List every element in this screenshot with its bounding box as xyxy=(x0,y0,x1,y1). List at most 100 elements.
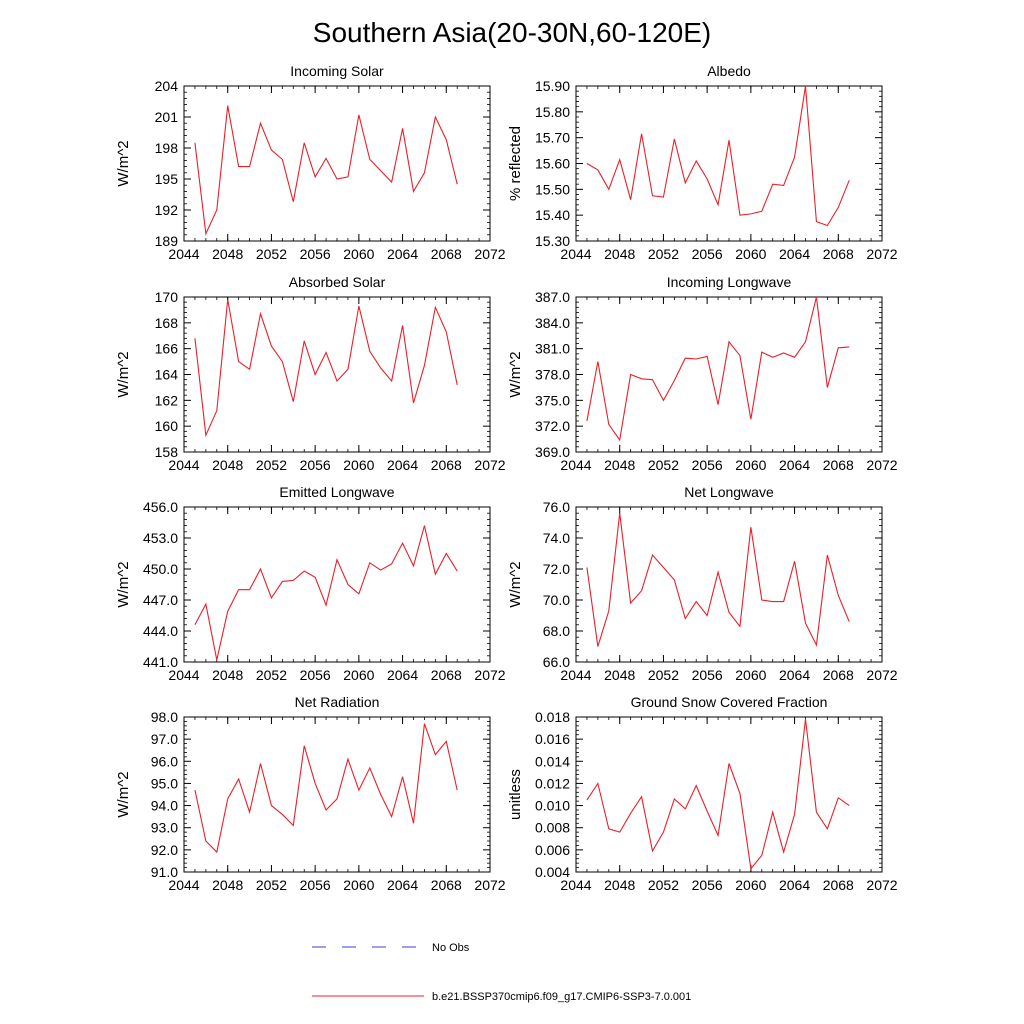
plot-frame xyxy=(183,506,491,663)
x-tick-label: 2048 xyxy=(604,667,635,683)
y-tick-label: 76.0 xyxy=(543,499,570,515)
y-tick-label: 95.0 xyxy=(151,775,178,791)
x-tick-label: 2064 xyxy=(779,877,810,893)
x-tick-label: 2044 xyxy=(560,667,591,683)
x-tick-label: 2068 xyxy=(823,457,854,473)
plot-frame xyxy=(183,296,491,453)
x-tick-label: 2048 xyxy=(604,877,635,893)
y-axis-label: % reflected xyxy=(507,126,524,201)
x-tick-label: 2068 xyxy=(823,667,854,683)
x-tick-label: 2052 xyxy=(256,457,287,473)
panel-5: Emitted Longwave W/m^2 2044 2048 2052 2056 206… xyxy=(115,484,506,683)
y-tick-label: 68.0 xyxy=(543,623,570,639)
y-axis-label: W/m^2 xyxy=(507,561,524,607)
series-line xyxy=(194,723,458,854)
y-tick-label: 0.014 xyxy=(535,753,570,769)
x-tick-label: 2072 xyxy=(866,667,897,683)
y-tick-label: 450.0 xyxy=(143,561,178,577)
x-tick-label: 2056 xyxy=(692,457,723,473)
x-tick-label: 2056 xyxy=(300,667,331,683)
x-tick-label: 2072 xyxy=(474,667,505,683)
x-tick-label: 2072 xyxy=(866,246,897,262)
x-tick-label: 2064 xyxy=(779,246,810,262)
x-tick-label: 2064 xyxy=(779,457,810,473)
y-tick-label: 0.004 xyxy=(535,864,570,880)
y-axis-label: W/m^2 xyxy=(115,351,132,397)
y-tick-label: 15.30 xyxy=(535,233,570,249)
y-tick-label: 0.016 xyxy=(535,731,570,747)
y-tick-label: 160 xyxy=(155,418,179,434)
y-tick-label: 384.0 xyxy=(535,315,570,331)
y-tick-label: 378.0 xyxy=(535,367,570,383)
y-tick-label: 72.0 xyxy=(543,561,570,577)
y-tick-label: 96.0 xyxy=(151,753,178,769)
panel-4: Incoming Longwave W/m^2 2044 2048 2052 2056 20… xyxy=(507,274,898,473)
y-tick-label: 0.012 xyxy=(535,775,570,791)
x-tick-label: 2052 xyxy=(648,667,679,683)
panel-3: Absorbed Solar W/m^2 2044 2048 2052 2056 2060 2… xyxy=(115,274,506,473)
series-line xyxy=(586,296,850,442)
y-tick-label: 170 xyxy=(155,289,179,305)
y-tick-label: 387.0 xyxy=(535,289,570,305)
x-tick-label: 2052 xyxy=(256,667,287,683)
y-tick-label: 94.0 xyxy=(151,798,178,814)
x-tick-label: 2064 xyxy=(387,877,418,893)
x-tick-label: 2052 xyxy=(648,877,679,893)
x-tick-label: 2044 xyxy=(168,457,199,473)
plot-frame xyxy=(575,85,883,242)
y-tick-label: 15.90 xyxy=(535,78,570,94)
series-line xyxy=(586,85,850,227)
y-tick-label: 444.0 xyxy=(143,623,178,639)
y-tick-label: 441.0 xyxy=(143,654,178,670)
y-tick-label: 15.40 xyxy=(535,207,570,223)
x-tick-label: 2060 xyxy=(343,246,374,262)
x-tick-label: 2068 xyxy=(431,457,462,473)
panel-title: Ground Snow Covered Fraction xyxy=(631,694,828,710)
x-tick-label: 2044 xyxy=(168,667,199,683)
y-tick-label: 166 xyxy=(155,341,179,357)
series-line xyxy=(194,525,458,661)
y-tick-label: 0.008 xyxy=(535,820,570,836)
x-tick-label: 2056 xyxy=(692,877,723,893)
x-tick-label: 2052 xyxy=(256,877,287,893)
y-tick-label: 91.0 xyxy=(151,864,178,880)
figure-title: Southern Asia(20-30N,60-120E) xyxy=(313,17,711,48)
y-tick-label: 158 xyxy=(155,444,179,460)
x-tick-label: 2064 xyxy=(387,246,418,262)
legend-entry: No Obs xyxy=(312,942,470,954)
chart-panels: Incoming Solar W/m^2 2044 2048 2052 2056 2060 2… xyxy=(115,63,898,893)
x-tick-label: 2060 xyxy=(735,877,766,893)
x-tick-label: 2056 xyxy=(300,457,331,473)
y-tick-label: 0.010 xyxy=(535,798,570,814)
y-tick-label: 92.0 xyxy=(151,842,178,858)
plot-frame xyxy=(183,716,491,873)
y-axis-label: W/m^2 xyxy=(115,561,132,607)
x-tick-label: 2060 xyxy=(343,667,374,683)
legend-label: b.e21.BSSP370cmip6.f09_g17.CMIP6-SSP3-7.… xyxy=(432,991,691,1003)
y-tick-label: 201 xyxy=(155,109,179,125)
x-tick-label: 2048 xyxy=(212,877,243,893)
x-tick-label: 2056 xyxy=(692,246,723,262)
y-tick-label: 74.0 xyxy=(543,530,570,546)
x-tick-label: 2052 xyxy=(648,457,679,473)
panel-title: Albedo xyxy=(707,63,751,79)
x-tick-label: 2060 xyxy=(735,457,766,473)
panel-title: Net Longwave xyxy=(684,484,774,500)
x-tick-label: 2048 xyxy=(604,246,635,262)
plot-frame xyxy=(575,296,883,453)
y-tick-label: 456.0 xyxy=(143,499,178,515)
y-tick-label: 164 xyxy=(155,367,179,383)
y-tick-label: 0.018 xyxy=(535,709,570,725)
y-tick-label: 98.0 xyxy=(151,709,178,725)
panel-2: Albedo % reflected 2044 2048 2052 2056 2060 206… xyxy=(507,63,898,262)
x-tick-label: 2056 xyxy=(300,246,331,262)
y-tick-label: 15.80 xyxy=(535,104,570,120)
x-tick-label: 2056 xyxy=(300,877,331,893)
x-tick-label: 2052 xyxy=(256,246,287,262)
x-tick-label: 2048 xyxy=(212,457,243,473)
panel-title: Incoming Solar xyxy=(290,63,384,79)
x-tick-label: 2064 xyxy=(387,457,418,473)
x-tick-label: 2044 xyxy=(168,877,199,893)
legend: No Obs b.e21.BSSP370cmip6.f09_g17.CMIP6-S… xyxy=(312,942,691,1003)
y-tick-label: 162 xyxy=(155,392,179,408)
